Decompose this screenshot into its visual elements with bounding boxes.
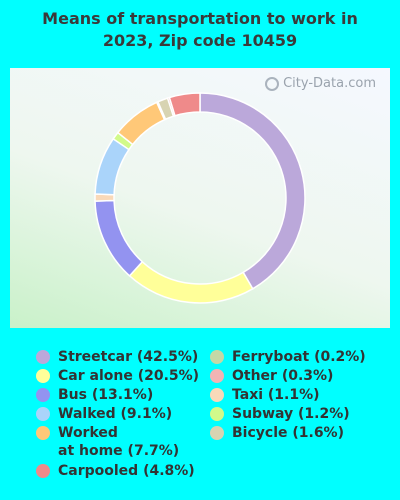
slice-10 <box>168 92 201 117</box>
legend-label: Car alone (20.5%) <box>58 368 200 384</box>
legend-item: Other (0.3%) <box>210 367 382 385</box>
legend-swatch <box>210 350 224 364</box>
legend-item: Bus (13.1%) <box>36 386 208 404</box>
watermark: City-Data.com <box>265 76 376 91</box>
slice-6 <box>116 101 166 146</box>
legend-swatch <box>36 426 50 440</box>
legend-item: Car alone (20.5%) <box>36 367 208 385</box>
chart-title-line-1: Means of transportation to work in <box>42 9 358 28</box>
legend-label: Subway (1.2%) <box>232 406 350 422</box>
legend-item: Walked (9.1%) <box>36 405 208 423</box>
legend-item: Worked at home (7.7%) <box>36 424 208 460</box>
slice-2 <box>94 199 144 277</box>
legend-swatch <box>36 464 50 478</box>
legend-item: Carpooled (4.8%) <box>36 462 208 480</box>
legend-item: Bicycle (1.6%) <box>210 424 382 442</box>
legend-item: Subway (1.2%) <box>210 405 382 423</box>
slice-1 <box>128 260 254 304</box>
legend-label: Streetcar (42.5%) <box>58 349 199 365</box>
chart-title: Means of transportation to work in 2023,… <box>0 8 400 52</box>
legend-label: Worked at home (7.7%) <box>58 425 180 459</box>
magnifier-icon <box>265 76 280 91</box>
legend-swatch <box>36 388 50 402</box>
legend-label: Taxi (1.1%) <box>232 387 320 403</box>
legend-item: Streetcar (42.5%) <box>36 348 208 366</box>
legend-swatch <box>36 350 50 364</box>
legend-swatch <box>36 369 50 383</box>
donut-chart <box>94 92 306 304</box>
slice-0 <box>199 92 306 290</box>
legend: Streetcar (42.5%) Car alone (20.5%) Bus (1… <box>0 348 400 498</box>
legend-label: Other (0.3%) <box>232 368 334 384</box>
legend-item: Taxi (1.1%) <box>210 386 382 404</box>
legend-label: Carpooled (4.8%) <box>58 463 195 479</box>
chart-title-line-2: 2023, Zip code 10459 <box>102 31 298 50</box>
legend-swatch <box>210 407 224 421</box>
watermark-text: City-Data.com <box>283 76 376 91</box>
legend-label: Bus (13.1%) <box>58 387 154 403</box>
legend-swatch <box>210 388 224 402</box>
legend-item: Ferryboat (0.2%) <box>210 348 382 366</box>
slice-4 <box>94 137 130 196</box>
plot-area: City-Data.com <box>10 68 390 328</box>
legend-swatch <box>210 426 224 440</box>
legend-label: Bicycle (1.6%) <box>232 425 344 441</box>
legend-swatch <box>36 407 50 421</box>
legend-label: Ferryboat (0.2%) <box>232 349 366 365</box>
legend-label: Walked (9.1%) <box>58 406 173 422</box>
legend-swatch <box>210 369 224 383</box>
